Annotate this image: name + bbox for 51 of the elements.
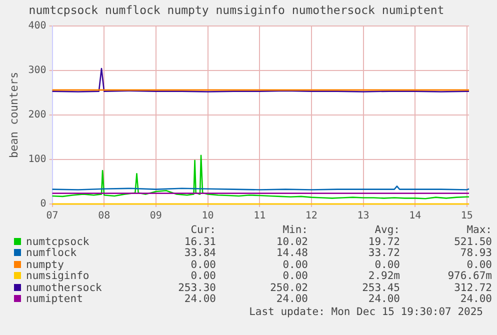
text: 33.84: [183, 247, 217, 260]
text: 24.00: [275, 293, 309, 306]
text: 0.00: [374, 258, 401, 271]
x-tick-label: 14: [409, 210, 422, 222]
text: 0.00: [282, 270, 309, 282]
text: 19.72: [367, 236, 401, 248]
legend-label: numpty: [25, 258, 64, 270]
y-tick-label: 100: [28, 154, 46, 166]
y-tick-label: 200: [28, 109, 46, 120]
text: 16.31: [183, 236, 217, 248]
text: 10.02: [275, 236, 309, 248]
x-tick-label: 12: [305, 210, 318, 222]
text: 14.48: [275, 247, 309, 260]
x-tick-label: 07: [46, 210, 58, 222]
text: 24.00: [183, 293, 217, 306]
text: Cur:: [190, 224, 217, 236]
text: 0.00: [466, 258, 493, 271]
x-tick-label: 09: [150, 210, 162, 222]
text: 2.92m: [367, 270, 401, 282]
text: 0.00: [190, 258, 217, 271]
text: 0.00: [190, 270, 217, 282]
text: Min:: [282, 224, 309, 236]
text: 0.00: [282, 258, 309, 271]
text: 250.02: [269, 282, 309, 294]
text: Avg:: [374, 224, 401, 236]
legend-label: numtcpsock: [25, 236, 90, 248]
x-tick-label: 15: [460, 210, 473, 222]
x-tick-label: 11: [254, 210, 266, 222]
legend-label: numsiginfo: [25, 270, 90, 282]
chart-title: numtcpsock numflock numpty numsiginfo numothersock numiptent: [28, 2, 444, 17]
legend-label: numflock: [25, 247, 77, 260]
text: 78.93: [459, 247, 493, 260]
x-tick-label: 13: [357, 210, 370, 222]
x-tick-label: 08: [98, 210, 110, 222]
text: 253.45: [361, 282, 401, 294]
legend-label: numiptent: [25, 293, 84, 306]
text: 253.30: [177, 282, 217, 294]
text: 24.00: [367, 293, 401, 306]
text: 33.72: [367, 247, 401, 260]
text: 976.67m: [446, 270, 493, 282]
text: Max:: [466, 224, 493, 236]
x-tick-label: 10: [202, 210, 214, 222]
y-axis-title: bean counters: [7, 72, 20, 158]
text: 24.00: [459, 293, 493, 306]
text: Last update: Mon Dec 15 19:30:07 2025: [248, 306, 484, 318]
y-tick-label: 400: [28, 20, 46, 32]
text: 312.72: [453, 282, 493, 294]
legend-label: numothersock: [25, 282, 103, 294]
y-tick-label: 0: [40, 198, 46, 210]
y-tick-label: 300: [28, 64, 46, 76]
text: 521.50: [453, 236, 493, 248]
